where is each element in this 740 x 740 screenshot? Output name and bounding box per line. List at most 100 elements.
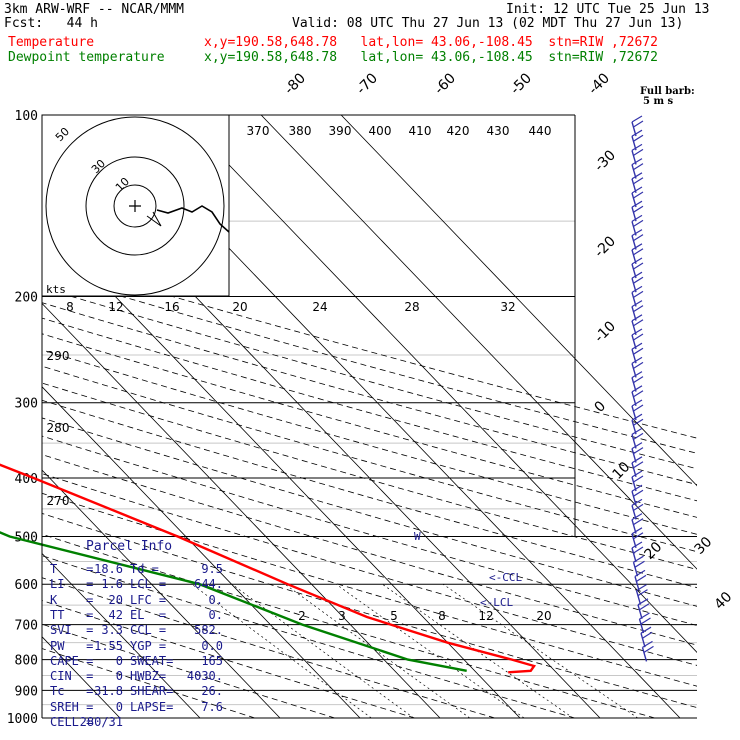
temperature-legend: Temperature	[8, 35, 95, 50]
wind-barb-flag	[631, 214, 644, 227]
wind-barb-flag	[633, 555, 645, 568]
wind-barb-flag	[631, 186, 644, 199]
pressure-tick-label: 100	[15, 109, 38, 124]
dry-adiabat	[42, 555, 575, 718]
dry-adiabat	[42, 399, 697, 589]
parcel-index-value: 280/31	[79, 715, 123, 729]
wind-barb-flag	[631, 314, 644, 327]
parcel-index-name: CELL =	[50, 715, 94, 729]
wind-barb-flag	[631, 229, 644, 242]
dry-adiabat	[42, 272, 697, 454]
dewpoint-legend: Dewpoint temperature	[8, 50, 165, 65]
dry-adiabat	[42, 600, 415, 718]
isotherm-line	[180, 115, 697, 653]
parcel-index-value: 0	[115, 653, 123, 668]
w-marker: W	[414, 530, 421, 543]
parcel-index-name: T =	[50, 562, 94, 576]
wind-barb-flag	[631, 442, 644, 455]
hodograph-ring	[85, 156, 185, 256]
valid-time: Valid: 08 UTC Thu 27 Jun 13 (02 MDT Thu …	[292, 16, 684, 31]
wind-barb-flag	[631, 427, 644, 440]
wind-barb-flag	[631, 143, 644, 156]
theta-label: 390	[329, 124, 352, 138]
parcel-index-name: SWEAT=	[130, 653, 174, 668]
theta-label: 410	[409, 124, 432, 138]
kts-label: kts	[46, 283, 66, 296]
forecast-hour: Fcst: 44 h	[4, 16, 98, 31]
dry-adiabat	[42, 258, 697, 439]
parcel-index-value: 644.	[194, 577, 223, 592]
temperature-station-info: x,y=190.58,648.78 lat,lon= 43.06,-108.45…	[204, 35, 658, 50]
dry-adiabat	[42, 417, 697, 607]
mixing-ratio-line	[284, 583, 471, 718]
wind-barbs: Full barb:5 m s	[631, 86, 695, 662]
dry-adiabat	[42, 349, 697, 535]
isotherm-tick-label: -20	[592, 233, 619, 260]
isotherm-line	[260, 115, 697, 570]
parcel-index-name: SHEAR=	[130, 684, 174, 699]
sounding-series	[0, 463, 537, 674]
isotherm-line	[42, 552, 201, 718]
full-barb-label: Full barb:	[640, 86, 695, 97]
diagram-grid	[41, 114, 697, 719]
wind-barb-flag	[631, 300, 644, 313]
ccl-marker: <-CCL	[489, 571, 522, 584]
wind-barb-flag	[631, 385, 644, 398]
pressure-tick-label: 300	[15, 397, 38, 412]
wind-scale-label: 28	[404, 300, 419, 314]
annotations: <-CCL <-LCL W	[41, 530, 522, 718]
wind-barb	[641, 647, 648, 662]
wind-barb-flag	[631, 158, 644, 171]
parcel-index-value: 0	[115, 669, 123, 684]
isotherm-tick-label: -40	[586, 70, 613, 97]
pressure-tick-label: 700	[15, 619, 38, 634]
pressure-tick-label: 800	[15, 654, 38, 669]
pressure-tick-label: 200	[15, 291, 38, 306]
wind-barb-flag	[631, 115, 644, 128]
wind-barb	[638, 618, 645, 634]
dry-adiabat	[42, 435, 697, 626]
wind-barb-flag	[631, 470, 644, 483]
parcel-index-value: 42	[108, 607, 123, 622]
parcel-index-name: Tc =	[50, 684, 94, 699]
wind-barb-flag	[631, 527, 644, 540]
wind-barb-flag	[636, 584, 648, 597]
parcel-index-name: LCL =	[130, 577, 167, 592]
wind-barb-flag	[631, 243, 644, 256]
isotherm-tick-label: -30	[592, 147, 619, 174]
dry-adiabat	[42, 533, 655, 718]
wind-barb-flag	[631, 285, 644, 298]
parcel-index-name: PW =	[50, 638, 94, 653]
temperature-line	[0, 463, 537, 674]
mixing-ratio-line	[231, 583, 414, 718]
isotherm-tick-label: -70	[354, 70, 381, 97]
wind-barb-flag	[640, 626, 653, 639]
parcel-index-value: 1.6	[101, 577, 123, 592]
wind-barb	[631, 547, 637, 563]
full-barb-unit: 5 m s	[643, 96, 674, 107]
mixing-ratio-line	[442, 583, 638, 718]
parcel-index-value: 4030.	[186, 669, 223, 684]
parcel-index-value: 3.3	[101, 623, 123, 638]
wind-barb-flag	[631, 328, 644, 341]
model-title: 3km ARW-WRF -- NCAR/MMM	[4, 2, 185, 17]
mixing-ratio-label: 2	[298, 609, 306, 623]
parcel-index-value: 20	[108, 592, 123, 607]
wind-barb-flag	[631, 342, 644, 355]
parcel-index-name: K =	[50, 592, 94, 607]
pressure-tick-label: 600	[15, 578, 38, 593]
isotherm-tick-label: -60	[432, 70, 459, 97]
wind-barb	[635, 590, 642, 605]
parcel-info-title: Parcel Info	[86, 539, 173, 554]
wind-barb-flag	[631, 200, 644, 213]
parcel-index-value: 31.8	[94, 684, 123, 699]
theta-label: 400	[369, 124, 392, 138]
dry-adiabat	[42, 623, 335, 718]
parcel-index-name: HWBZ=	[130, 669, 167, 684]
dry-adiabat	[42, 492, 697, 687]
theta-label: 440	[529, 124, 552, 138]
wind-scale-label: 32	[500, 300, 515, 314]
pressure-tick-label: 1000	[7, 712, 38, 727]
dry-adiabat	[42, 317, 697, 502]
